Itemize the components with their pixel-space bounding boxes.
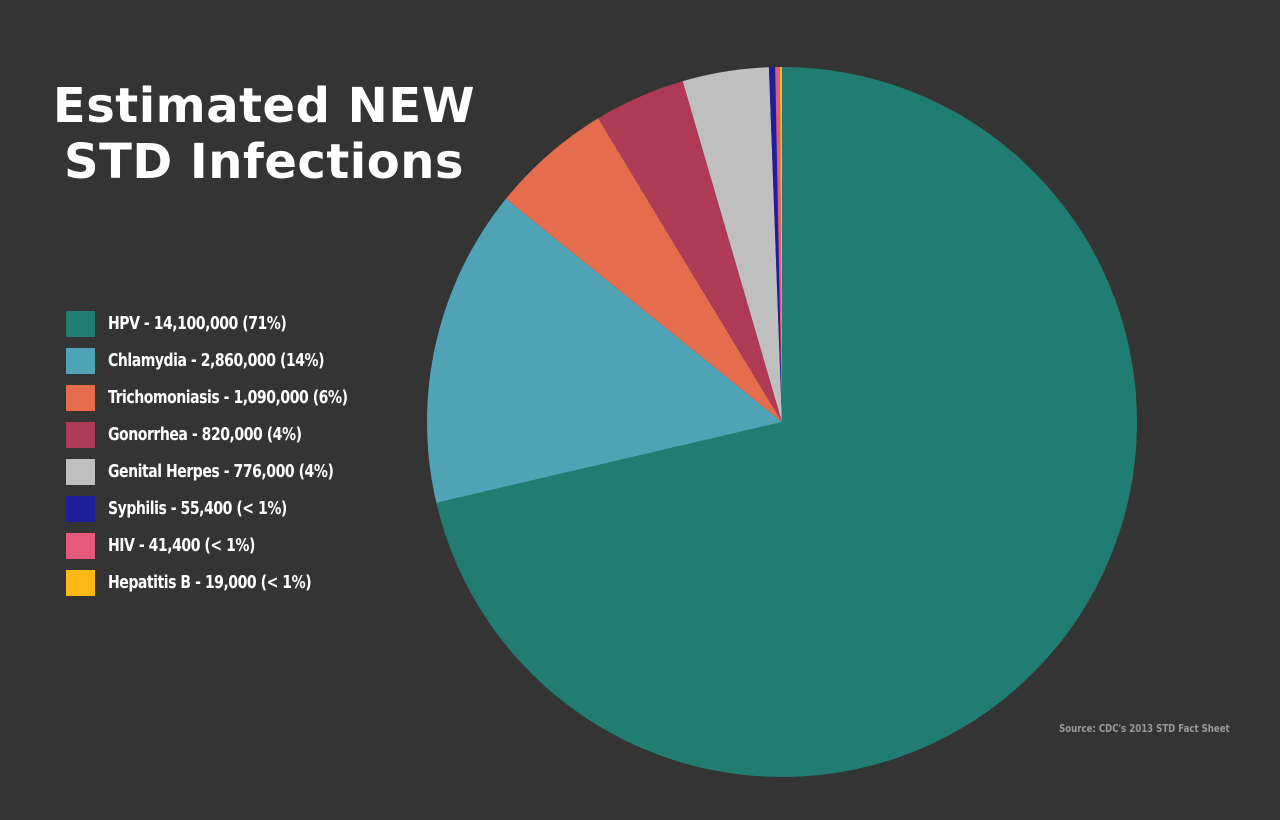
legend-swatch [66,532,95,559]
source-note: Source: CDC's 2013 STD Fact Sheet [1059,722,1230,735]
pie-slice-hiv [775,67,782,422]
legend-label: Syphilis - 55,400 (< 1%) [108,498,287,519]
legend-label: Gonorrhea - 820,000 (4%) [108,424,302,445]
legend-swatch [66,569,95,596]
legend-swatch [66,421,95,448]
legend-swatch [66,495,95,522]
chart-title-line-2: STD Infections [64,134,464,190]
chart-title: Estimated NEW STD Infections [44,78,484,190]
legend-item: Trichomoniasis - 1,090,000 (6%) [66,379,415,416]
pie-slice-genital-herpes [682,67,782,423]
legend-label: Hepatitis B - 19,000 (< 1%) [108,572,312,593]
legend-item: HIV - 41,400 (< 1%) [66,527,415,564]
legend-label: Genital Herpes - 776,000 (4%) [108,461,334,482]
chart-title-line-1: Estimated NEW [52,78,476,134]
legend-label: Chlamydia - 2,860,000 (14%) [108,350,325,371]
pie-slice-hpv [436,67,1138,777]
legend-item: Genital Herpes - 776,000 (4%) [66,453,415,490]
legend-item: HPV - 14,100,000 (71%) [66,305,415,342]
legend-item: Syphilis - 55,400 (< 1%) [66,490,415,527]
legend-swatch [66,310,95,337]
pie-slice-hepatitis-b [779,67,782,422]
legend-label: Trichomoniasis - 1,090,000 (6%) [108,387,348,408]
pie-slice-syphilis [768,67,782,422]
legend-swatch [66,458,95,485]
legend-label: HPV - 14,100,000 (71%) [108,313,287,334]
legend-item: Hepatitis B - 19,000 (< 1%) [66,564,415,601]
legend-item: Gonorrhea - 820,000 (4%) [66,416,415,453]
legend-item: Chlamydia - 2,860,000 (14%) [66,342,415,379]
pie-slice-gonorrhea [598,81,782,423]
legend-swatch [66,384,95,411]
pie-slice-chlamydia [427,198,782,503]
legend-label: HIV - 41,400 (< 1%) [108,535,255,556]
pie-slice-trichomoniasis [505,118,782,422]
legend: HPV - 14,100,000 (71%) Chlamydia - 2,860,… [66,305,415,601]
legend-swatch [66,347,95,374]
